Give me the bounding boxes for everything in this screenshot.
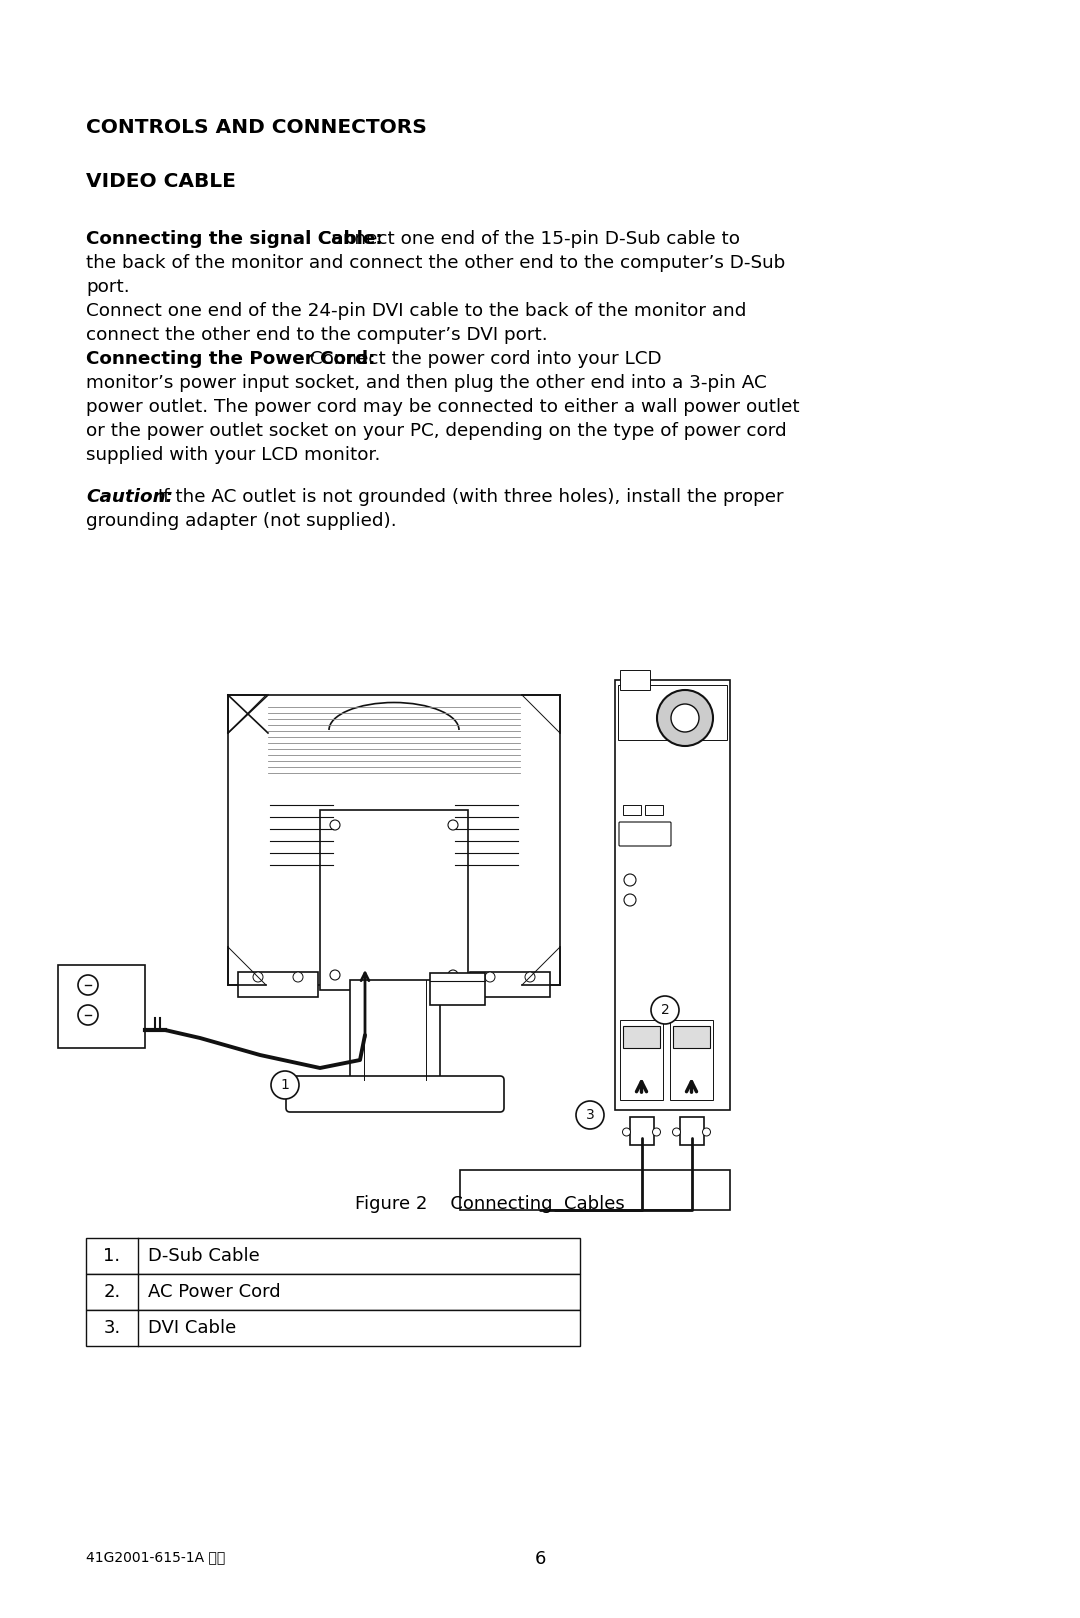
Bar bbox=[623, 1026, 660, 1048]
Bar bbox=[470, 972, 550, 997]
FancyBboxPatch shape bbox=[286, 1076, 504, 1112]
Text: 6: 6 bbox=[535, 1550, 545, 1568]
Bar bbox=[620, 1019, 663, 1100]
Text: CONTROLS AND CONNECTORS: CONTROLS AND CONNECTORS bbox=[86, 118, 427, 138]
Text: Connecting the Power Cord:: Connecting the Power Cord: bbox=[86, 349, 376, 367]
Text: the back of the monitor and connect the other end to the computer’s D-Sub: the back of the monitor and connect the … bbox=[86, 254, 785, 272]
Circle shape bbox=[673, 1128, 680, 1136]
Circle shape bbox=[702, 1128, 711, 1136]
Text: 3: 3 bbox=[585, 1108, 594, 1121]
Bar bbox=[645, 806, 663, 815]
Circle shape bbox=[671, 704, 699, 731]
Bar bbox=[630, 1116, 653, 1146]
Bar bbox=[615, 680, 730, 1110]
Text: 1.: 1. bbox=[104, 1247, 121, 1265]
Bar bbox=[679, 1116, 703, 1146]
Text: 1: 1 bbox=[281, 1078, 289, 1092]
Text: connect the other end to the computer’s DVI port.: connect the other end to the computer’s … bbox=[86, 325, 548, 345]
Text: 3.: 3. bbox=[104, 1319, 121, 1336]
Bar bbox=[86, 1273, 580, 1311]
FancyBboxPatch shape bbox=[619, 822, 671, 846]
Text: Connect the power cord into your LCD: Connect the power cord into your LCD bbox=[303, 349, 662, 367]
Circle shape bbox=[576, 1100, 604, 1129]
Text: D-Sub Cable: D-Sub Cable bbox=[148, 1247, 260, 1265]
FancyBboxPatch shape bbox=[228, 696, 561, 985]
Text: Figure 2    Connecting  Cables: Figure 2 Connecting Cables bbox=[355, 1196, 625, 1214]
Text: Connect one end of the 15-pin D-Sub cable to: Connect one end of the 15-pin D-Sub cabl… bbox=[313, 230, 740, 248]
Circle shape bbox=[330, 971, 340, 981]
Bar bbox=[670, 1019, 713, 1100]
Circle shape bbox=[624, 895, 636, 906]
Circle shape bbox=[330, 820, 340, 830]
Circle shape bbox=[293, 972, 303, 982]
Bar bbox=[350, 981, 440, 1079]
Circle shape bbox=[485, 972, 495, 982]
Text: 2.: 2. bbox=[104, 1283, 121, 1301]
Text: Connecting the signal Cable:: Connecting the signal Cable: bbox=[86, 230, 382, 248]
Text: grounding adapter (not supplied).: grounding adapter (not supplied). bbox=[86, 511, 396, 531]
Bar bbox=[623, 806, 642, 815]
Circle shape bbox=[78, 976, 98, 995]
Circle shape bbox=[448, 820, 458, 830]
Text: supplied with your LCD monitor.: supplied with your LCD monitor. bbox=[86, 447, 380, 464]
Text: monitor’s power input socket, and then plug the other end into a 3-pin AC: monitor’s power input socket, and then p… bbox=[86, 374, 767, 392]
Circle shape bbox=[271, 1071, 299, 1099]
Text: 2: 2 bbox=[661, 1003, 670, 1018]
Bar bbox=[238, 972, 318, 997]
Circle shape bbox=[253, 972, 264, 982]
Text: DVI Cable: DVI Cable bbox=[148, 1319, 237, 1336]
Circle shape bbox=[624, 874, 636, 887]
Circle shape bbox=[525, 972, 535, 982]
Bar bbox=[320, 811, 468, 990]
Text: Caution:: Caution: bbox=[86, 489, 173, 506]
Text: If the AC outlet is not grounded (with three holes), install the proper: If the AC outlet is not grounded (with t… bbox=[152, 489, 784, 506]
Text: VIDEO CABLE: VIDEO CABLE bbox=[86, 172, 235, 191]
Text: 41G2001-615-1A 英文: 41G2001-615-1A 英文 bbox=[86, 1550, 226, 1565]
Circle shape bbox=[78, 1005, 98, 1024]
Text: or the power outlet socket on your PC, depending on the type of power cord: or the power outlet socket on your PC, d… bbox=[86, 422, 786, 440]
Bar bbox=[618, 684, 727, 739]
Text: AC Power Cord: AC Power Cord bbox=[148, 1283, 281, 1301]
Text: power outlet. The power cord may be connected to either a wall power outlet: power outlet. The power cord may be conn… bbox=[86, 398, 799, 416]
Circle shape bbox=[622, 1128, 631, 1136]
Text: port.: port. bbox=[86, 278, 130, 296]
Circle shape bbox=[652, 1128, 661, 1136]
Bar bbox=[460, 1170, 730, 1210]
Circle shape bbox=[651, 997, 679, 1024]
Bar bbox=[673, 1026, 710, 1048]
Bar bbox=[58, 964, 145, 1048]
Text: Connect one end of the 24-pin DVI cable to the back of the monitor and: Connect one end of the 24-pin DVI cable … bbox=[86, 303, 746, 320]
Bar bbox=[86, 1311, 580, 1346]
FancyBboxPatch shape bbox=[430, 972, 485, 1005]
Bar bbox=[86, 1238, 580, 1273]
Circle shape bbox=[448, 971, 458, 981]
Bar bbox=[620, 670, 650, 689]
Circle shape bbox=[657, 689, 713, 746]
